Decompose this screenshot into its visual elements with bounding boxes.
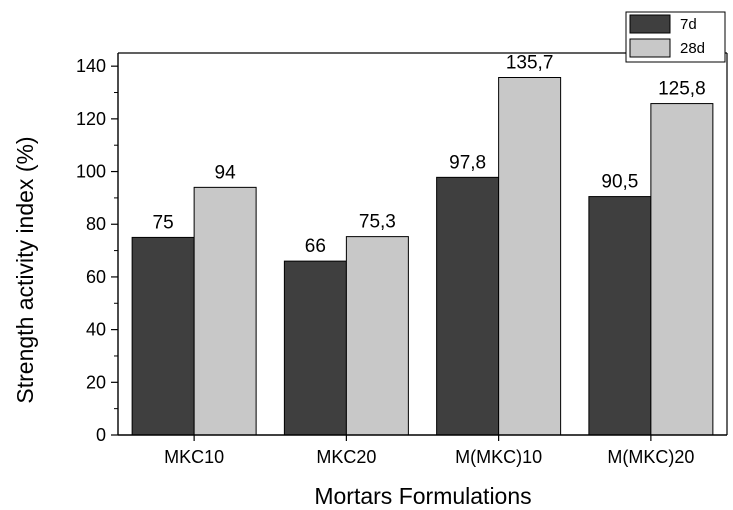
bar-7d-M(MKC)20 <box>588 196 652 436</box>
x-tick-label-MKC10: MKC10 <box>164 447 224 467</box>
y-tick-label-100: 100 <box>76 162 106 182</box>
bars-group: 75 94 66 75,3 97,8 135,7 90,5 125,8 <box>131 53 714 436</box>
data-label-28d-M(MKC)10: 135,7 <box>506 53 554 74</box>
y-tick-label-0: 0 <box>96 425 106 445</box>
data-label-7d-MKC20: 66 <box>305 236 326 257</box>
legend-swatch-28d <box>629 38 671 58</box>
bar-7d-MKC10 <box>131 236 195 436</box>
y-tick-label-140: 140 <box>76 56 106 76</box>
y-tick-label-20: 20 <box>86 372 106 392</box>
bar-28d-MKC10 <box>193 186 257 436</box>
bar-7d-MKC20 <box>283 260 347 436</box>
bar-7d-M(MKC)10 <box>436 176 500 436</box>
legend-swatch-7d <box>629 14 671 34</box>
y-tick-label-40: 40 <box>86 320 106 340</box>
axes-group: MKC10 MKC20 M(MKC)10 M(MKC)20 0 20 40 60 80 100 12… <box>76 53 727 467</box>
y-axis-title: Strength activity index (%) <box>12 136 38 403</box>
legend-label-28d: 28d <box>680 40 705 57</box>
data-label-28d-M(MKC)20: 125,8 <box>658 79 706 100</box>
data-label-7d-M(MKC)20: 90,5 <box>601 172 638 193</box>
data-label-28d-MKC10: 94 <box>215 162 237 183</box>
bar-28d-M(MKC)10 <box>498 77 562 436</box>
bar-28d-MKC20 <box>345 236 409 436</box>
x-axis-title: Mortars Formulations <box>314 483 531 509</box>
y-tick-label-120: 120 <box>76 109 106 129</box>
bar-28d-M(MKC)20 <box>650 103 714 436</box>
data-label-7d-MKC10: 75 <box>153 212 174 233</box>
x-tick-label-MKC20: MKC20 <box>316 447 376 467</box>
x-tick-label-M(MKC)20: M(MKC)20 <box>607 447 694 467</box>
x-tick-label-M(MKC)10: M(MKC)10 <box>455 447 542 467</box>
data-label-28d-MKC20: 75,3 <box>359 212 396 233</box>
legend-label-7d: 7d <box>680 16 697 33</box>
y-tick-label-80: 80 <box>86 214 106 234</box>
data-label-7d-M(MKC)10: 97,8 <box>449 152 486 173</box>
y-tick-label-60: 60 <box>86 267 106 287</box>
